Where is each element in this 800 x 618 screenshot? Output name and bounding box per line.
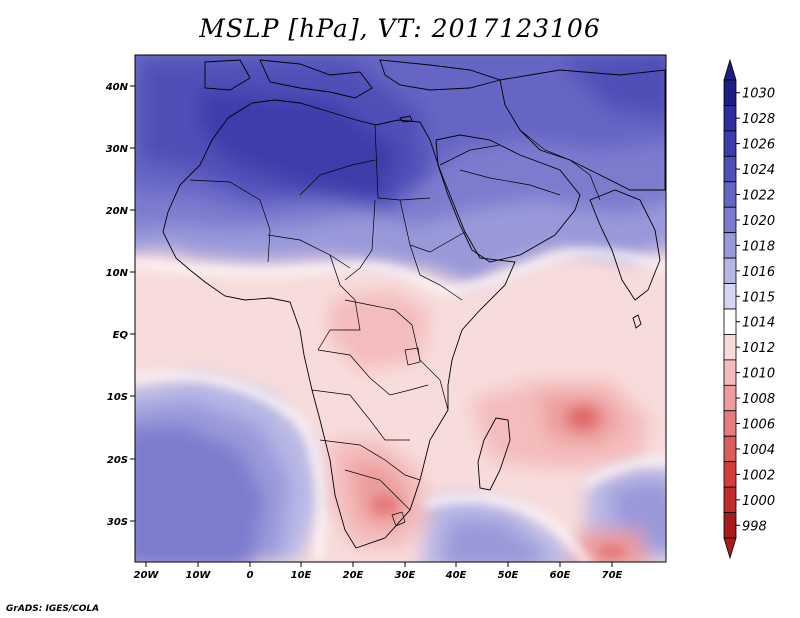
colorbar-label: 1024 — [742, 163, 775, 178]
colorbar-swatch — [723, 308, 737, 335]
colorbar-swatch — [723, 105, 737, 132]
colorbar-label: 1010 — [742, 367, 775, 382]
colorbar-label: 1020 — [742, 214, 775, 229]
colorbar-swatch — [723, 79, 737, 106]
colorbar-label: 1030 — [742, 87, 775, 102]
colorbar-label: 1015 — [742, 290, 775, 305]
lon-label: 30E — [395, 570, 416, 581]
lon-label: 20E — [343, 570, 364, 581]
grads-credit: GrADS: IGES/COLA — [6, 604, 100, 614]
lon-label: 0 — [247, 570, 254, 581]
lon-label: 40E — [445, 570, 467, 581]
colorbar-bottom-arrow — [723, 537, 737, 560]
lat-label: 10S — [107, 392, 128, 403]
colorbar-label: 1012 — [742, 341, 775, 356]
colorbar-label: 1006 — [742, 418, 775, 433]
lat-label: 30S — [107, 517, 128, 528]
lat-label: 20N — [106, 206, 129, 217]
colorbar-label: 1016 — [742, 265, 775, 280]
colorbar-swatch — [723, 155, 737, 183]
colorbar: 1030 1028 1026 1024 1022 1020 1018 1016 1015 1014… — [723, 58, 775, 560]
colorbar-label: 998 — [742, 519, 767, 534]
lon-label: 70E — [602, 570, 623, 581]
colorbar-swatch — [723, 359, 737, 386]
colorbar-label: 1028 — [742, 112, 775, 127]
lat-label: 30N — [106, 144, 129, 155]
lon-labels: 20W 10W 0 10E 20E 30E 40E 50E 60E 70E — [134, 570, 623, 581]
pressure-field — [135, 55, 666, 562]
lon-label: 50E — [498, 570, 519, 581]
colorbar-swatch — [723, 181, 737, 208]
lon-label: 60E — [550, 570, 571, 581]
colorbar-swatch — [723, 486, 737, 513]
colorbar-swatch — [723, 435, 737, 463]
lat-ticks — [130, 85, 135, 522]
colorbar-label: 1004 — [742, 443, 775, 458]
colorbar-swatch — [723, 130, 737, 157]
lat-label: 10N — [106, 268, 129, 279]
colorbar-label: 1014 — [742, 316, 775, 331]
colorbar-swatch — [723, 283, 737, 310]
plot-frame — [134, 54, 667, 563]
lat-labels: 40N 30N 20N 10N EQ 10S 20S 30S — [105, 82, 129, 528]
lat-label: 40N — [105, 82, 129, 93]
colorbar-swatch — [723, 512, 737, 539]
lat-label: EQ — [113, 330, 129, 341]
colorbar-label: 1008 — [742, 392, 775, 407]
plot-title: MSLP [hPa], VT: 2017123106 — [199, 14, 601, 43]
colorbar-swatch — [723, 232, 737, 259]
colorbar-top-arrow — [723, 58, 737, 81]
colorbar-swatch — [723, 410, 737, 437]
lon-label: 20W — [134, 570, 160, 581]
lon-label: 10W — [186, 570, 212, 581]
colorbar-label: 1002 — [742, 468, 775, 483]
colorbar-label: 1022 — [742, 189, 775, 204]
colorbar-swatch — [723, 384, 737, 412]
lat-label: 20S — [107, 455, 128, 466]
colorbar-label: 1026 — [742, 138, 775, 153]
colorbar-swatch — [723, 257, 737, 284]
colorbar-swatch — [723, 461, 737, 488]
colorbar-label: 1000 — [742, 494, 775, 509]
colorbar-swatch — [723, 334, 737, 361]
colorbar-label: 1018 — [742, 239, 775, 254]
colorbar-swatch — [723, 206, 737, 234]
lon-ticks — [145, 562, 613, 567]
country-borders — [189, 124, 601, 527]
lon-label: 10E — [291, 570, 312, 581]
